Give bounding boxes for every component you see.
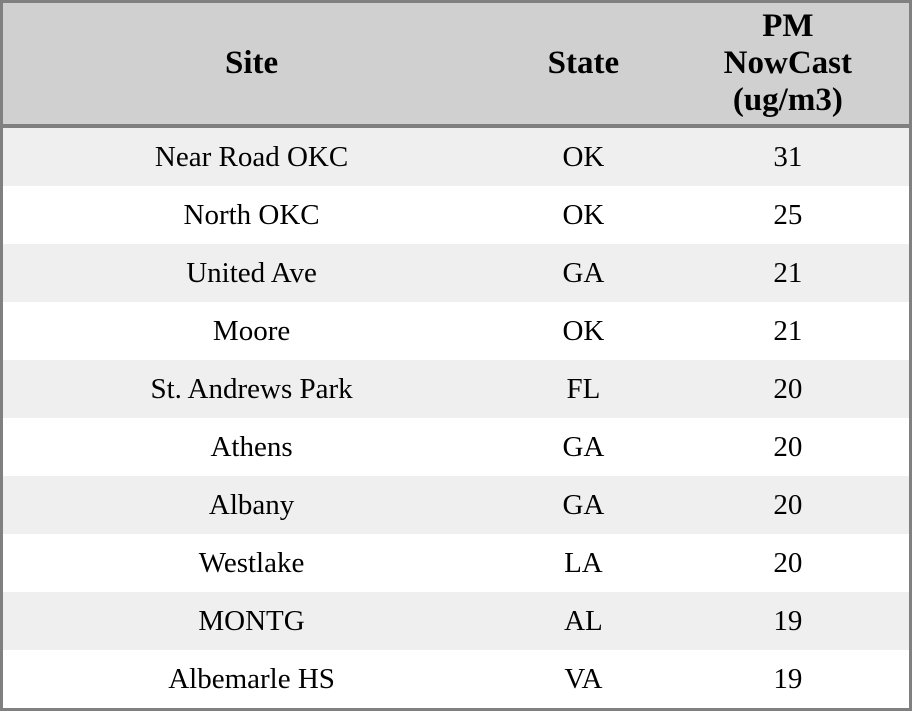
cell-state: GA [562, 488, 605, 521]
column-header-pm-nowcast: PM NowCast (ug/m3) [666, 1, 911, 128]
cell-state: GA [562, 256, 605, 289]
cell-state: VA [564, 662, 603, 695]
table-row: MONTG AL 19 [1, 592, 911, 650]
cell-pm-nowcast: 20 [773, 546, 803, 579]
cell-site: St. Andrews Park [150, 372, 353, 405]
cell-state: LA [564, 546, 603, 579]
table-body: Near Road OKC OK 31 North OKC OK 25 United Ave… [1, 126, 911, 710]
cell-state: FL [566, 372, 601, 405]
header-row: Site State PM NowCast (ug/m3) [1, 1, 911, 128]
cell-site: North OKC [183, 198, 320, 231]
cell-pm-nowcast: 31 [773, 140, 803, 173]
cell-site: Near Road OKC [154, 140, 349, 173]
table-row: United Ave GA 21 [1, 244, 911, 302]
column-header-site: Site [1, 1, 501, 128]
table-row: Albemarle HS VA 19 [1, 650, 911, 710]
cell-pm-nowcast: 21 [773, 314, 803, 347]
table-row: North OKC OK 25 [1, 186, 911, 244]
cell-site: MONTG [198, 604, 305, 637]
cell-site: Westlake [198, 546, 305, 579]
cell-state: OK [562, 140, 605, 173]
cell-state: OK [562, 314, 605, 347]
cell-pm-nowcast: 19 [773, 604, 803, 637]
cell-site: Albemarle HS [168, 662, 335, 695]
cell-site: Albany [208, 488, 295, 521]
cell-state: OK [562, 198, 605, 231]
table-row: Westlake LA 20 [1, 534, 911, 592]
cell-site: United Ave [186, 256, 317, 289]
table-row: St. Andrews Park FL 20 [1, 360, 911, 418]
cell-pm-nowcast: 20 [773, 430, 803, 463]
table-header: Site State PM NowCast (ug/m3) [1, 1, 911, 128]
cell-pm-nowcast: 20 [773, 372, 803, 405]
cell-pm-nowcast: 21 [773, 256, 803, 289]
cell-pm-nowcast: 25 [773, 198, 803, 231]
cell-pm-nowcast: 19 [773, 662, 803, 695]
table-row: Moore OK 21 [1, 302, 911, 360]
cell-site: Athens [210, 430, 293, 463]
cell-state: AL [564, 604, 603, 637]
table-row: Athens GA 20 [1, 418, 911, 476]
table-row: Albany GA 20 [1, 476, 911, 534]
column-header-state: State [500, 1, 667, 128]
table-row: Near Road OKC OK 31 [1, 126, 911, 186]
cell-state: GA [562, 430, 605, 463]
cell-site: Moore [212, 314, 291, 347]
cell-pm-nowcast: 20 [773, 488, 803, 521]
